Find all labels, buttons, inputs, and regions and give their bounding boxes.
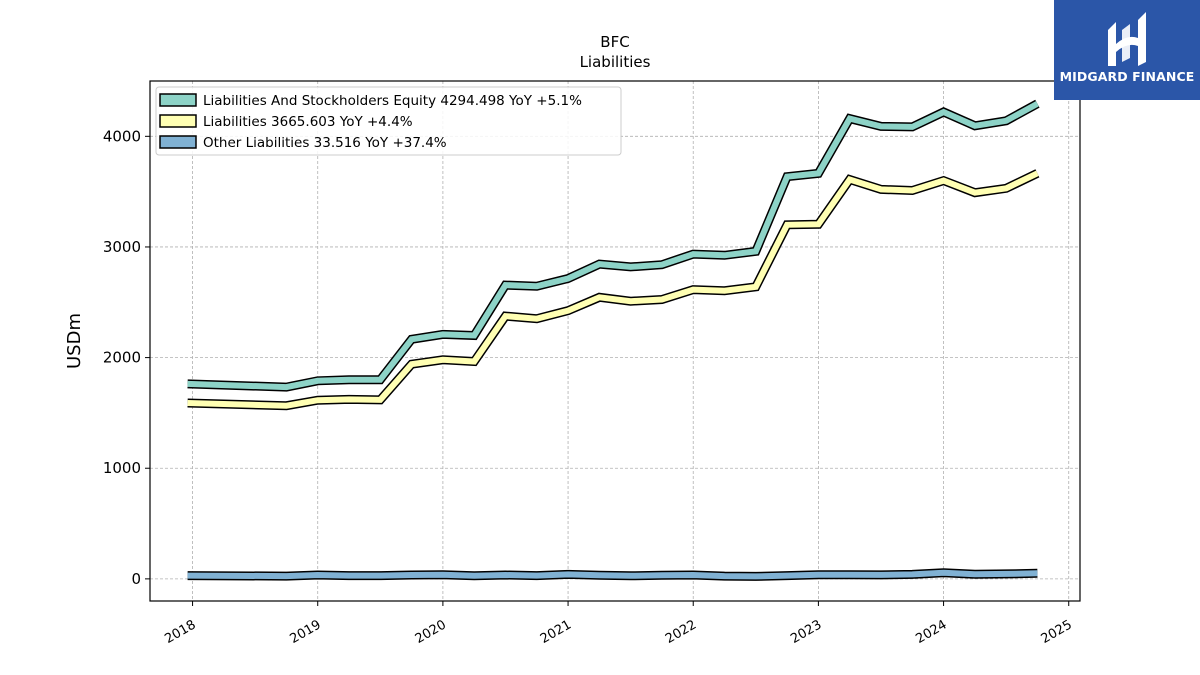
x-tick-label: 2025 xyxy=(1039,617,1075,647)
series-line xyxy=(187,569,1038,580)
legend-swatch xyxy=(159,135,197,149)
plot-frame xyxy=(149,80,1081,602)
legend-swatch xyxy=(159,114,197,128)
legend-label: Liabilities 3665.603 YoY +4.4% xyxy=(203,114,413,130)
y-tick-label: 2000 xyxy=(103,349,141,367)
x-tick-label: 2021 xyxy=(538,617,574,647)
legend-label: Liabilities And Stockholders Equity 4294… xyxy=(203,93,582,109)
series-liabilities xyxy=(187,169,1040,411)
chart-title: BFC xyxy=(600,33,629,51)
series-line xyxy=(187,170,1039,409)
x-tick-label: 2022 xyxy=(663,617,699,647)
series-line xyxy=(187,101,1039,391)
y-tick-label: 4000 xyxy=(103,127,141,145)
x-tick-label: 2023 xyxy=(788,617,824,647)
series-liabilities-and-stockholders-equity xyxy=(187,99,1040,392)
legend-label: Other Liabilities 33.516 YoY +37.4% xyxy=(203,135,447,151)
y-tick-label: 0 xyxy=(131,570,141,588)
midgard-finance-logo: MIDGARD FINANCE xyxy=(1054,0,1200,100)
logo-text: MIDGARD FINANCE xyxy=(1059,69,1195,84)
y-tick-label: 3000 xyxy=(103,238,141,256)
legend-box xyxy=(155,86,622,156)
grid xyxy=(150,81,1080,601)
y-axis-label: USDm xyxy=(64,313,85,369)
series-outline xyxy=(187,169,1040,411)
x-tick-label: 2018 xyxy=(162,617,198,647)
x-tick-label: 2020 xyxy=(413,617,449,647)
y-tick-label: 1000 xyxy=(103,459,141,477)
logo-mark-icon xyxy=(1108,12,1146,66)
series-layer xyxy=(187,99,1040,581)
chart-subtitle: Liabilities xyxy=(580,53,651,71)
series-other-liabilities xyxy=(187,568,1038,581)
x-tick-label: 2019 xyxy=(288,617,324,647)
legend: Liabilities And Stockholders Equity 4294… xyxy=(155,86,622,156)
x-tick-label: 2024 xyxy=(913,617,949,647)
legend-swatch xyxy=(159,93,197,107)
